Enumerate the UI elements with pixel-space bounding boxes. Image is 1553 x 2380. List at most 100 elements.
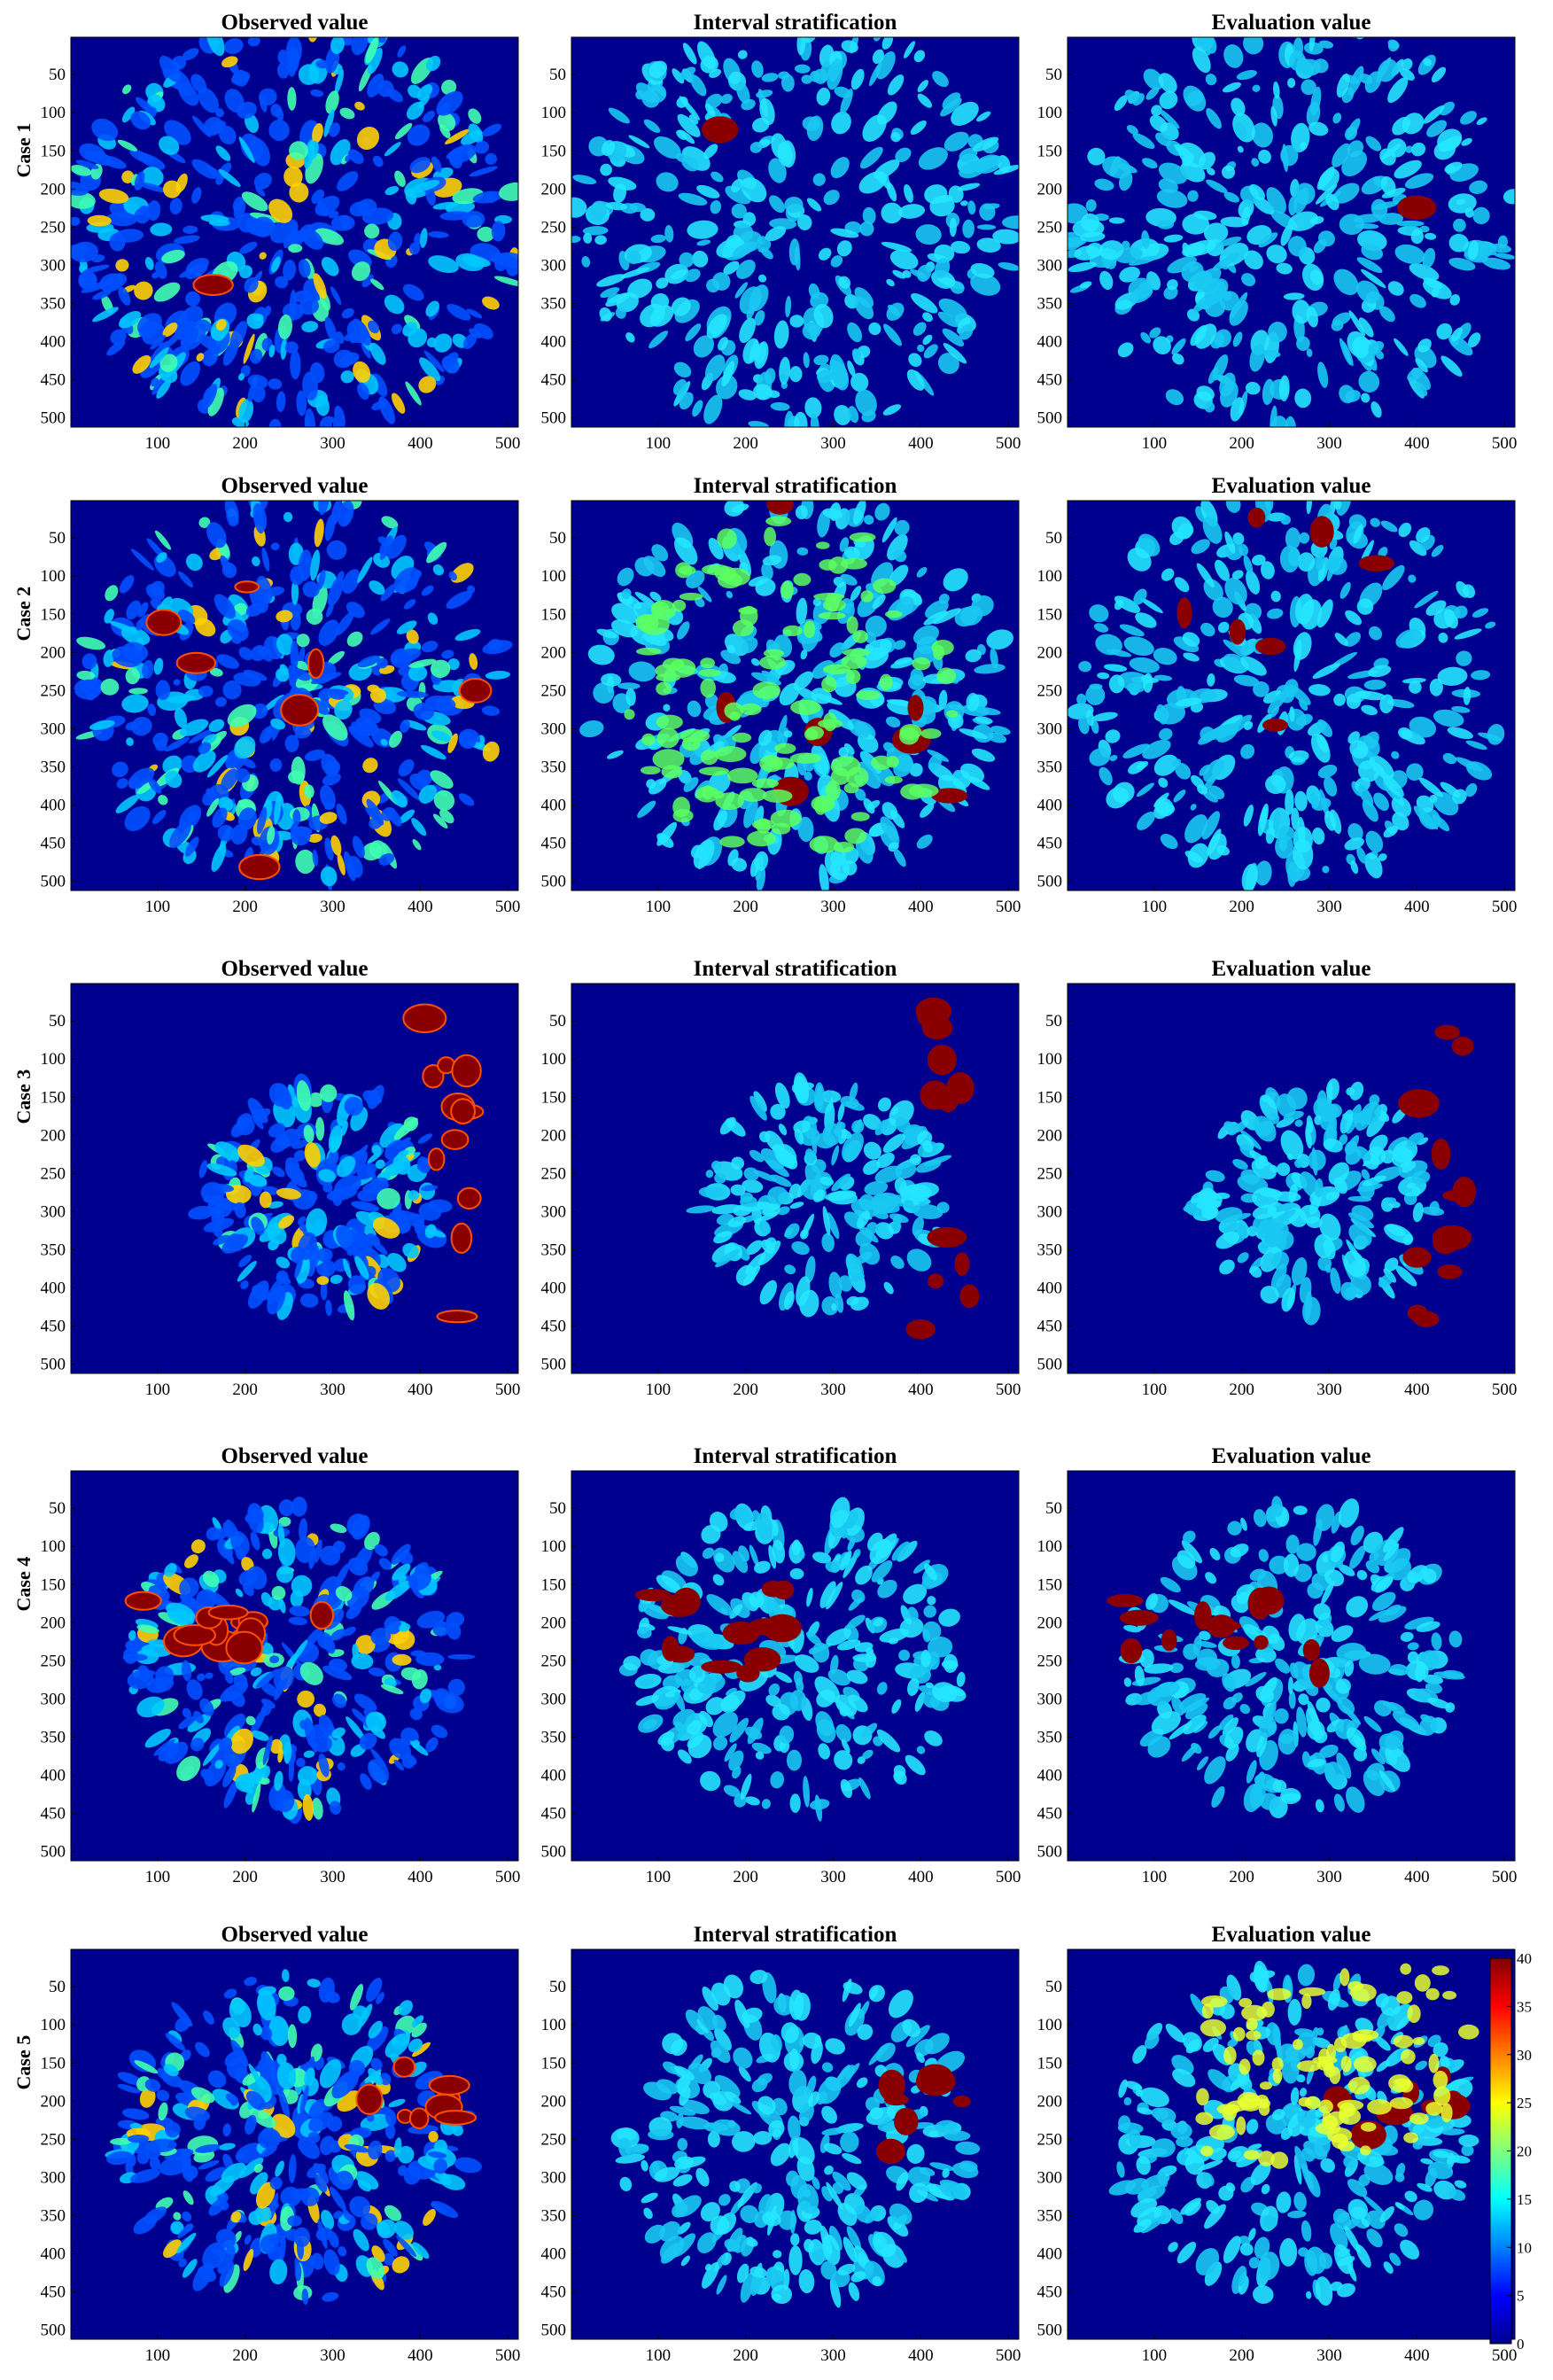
y-tick-label: 400 — [541, 333, 567, 352]
y-tick-label: 50 — [549, 66, 566, 84]
y-tick-label: 500 — [1037, 1356, 1063, 1374]
y-tick-label: 300 — [541, 719, 567, 738]
y-tick-label: 50 — [549, 1978, 566, 1996]
x-tick-label: 100 — [1142, 434, 1168, 453]
y-tick-label: 150 — [541, 1575, 567, 1594]
x-tick-label: 100 — [145, 434, 171, 453]
y-tick-label: 100 — [541, 2016, 567, 2034]
y-tick-label: 450 — [1037, 371, 1063, 390]
y-tick-label: 150 — [1037, 1088, 1063, 1107]
y-tick-label: 100 — [1037, 1050, 1063, 1069]
y-tick-label: 350 — [541, 1241, 567, 1260]
y-tick-label: 100 — [541, 1537, 567, 1556]
colorbar-tick-label: 10 — [1517, 2239, 1532, 2256]
x-tick-label: 200 — [1229, 1868, 1254, 1886]
panel-title: Evaluation value — [1212, 11, 1371, 35]
y-tick-label: 200 — [1037, 1614, 1063, 1632]
reflectivity-field — [571, 37, 1019, 427]
y-tick-label: 500 — [1037, 873, 1063, 891]
y-tick-label: 350 — [1037, 758, 1063, 777]
x-tick-label: 200 — [232, 898, 258, 916]
x-tick-label: 400 — [1404, 1381, 1430, 1399]
colorbar-tick-label: 5 — [1517, 2288, 1525, 2305]
y-tick-label: 50 — [1045, 1978, 1062, 1996]
x-tick-label: 200 — [1229, 434, 1254, 453]
y-tick-label: 350 — [41, 2207, 66, 2226]
y-tick-label: 350 — [1037, 2207, 1063, 2226]
x-tick-label: 300 — [1316, 1381, 1342, 1399]
colorbar-tick-label: 30 — [1517, 2047, 1532, 2064]
heatmap-background — [571, 984, 1019, 1373]
x-tick-label: 500 — [1492, 1868, 1518, 1886]
axes-frame — [571, 983, 1020, 1374]
y-tick-label: 50 — [549, 1499, 566, 1518]
row-label: Case 4 — [12, 1557, 35, 1612]
heatmap-panel: Evaluation value 50 100 150 200 250 300 350 400 4… — [1037, 957, 1518, 1399]
axes-frame — [70, 983, 519, 1374]
panel-title: Evaluation value — [1212, 474, 1371, 498]
y-tick-label: 450 — [541, 835, 567, 853]
axes-frame — [571, 1470, 1020, 1862]
axes-frame — [70, 1470, 519, 1862]
x-tick-label: 100 — [145, 1868, 171, 1886]
axes-frame — [1067, 36, 1516, 428]
x-tick-label: 500 — [996, 434, 1021, 453]
x-tick-label: 200 — [733, 2346, 758, 2365]
y-tick-label: 300 — [41, 256, 66, 275]
x-tick-label: 100 — [145, 898, 171, 916]
y-tick-label: 250 — [1037, 2130, 1063, 2149]
y-tick-label: 250 — [1037, 681, 1063, 700]
y-tick-label: 250 — [541, 218, 567, 237]
y-tick-label: 50 — [1045, 1499, 1062, 1518]
x-tick-label: 500 — [996, 898, 1021, 916]
y-tick-label: 350 — [541, 2207, 567, 2226]
x-tick-label: 200 — [733, 434, 758, 453]
axes-frame — [571, 36, 1020, 428]
x-tick-label: 200 — [232, 2346, 258, 2365]
x-tick-label: 300 — [320, 434, 346, 453]
y-tick-label: 50 — [49, 1012, 66, 1031]
y-tick-label: 300 — [41, 719, 66, 738]
x-tick-label: 400 — [408, 898, 433, 916]
x-tick-label: 100 — [145, 1381, 171, 1399]
axes-frame — [1067, 1948, 1516, 2340]
y-tick-label: 300 — [1037, 1202, 1063, 1221]
x-tick-label: 100 — [145, 2346, 171, 2365]
x-tick-label: 100 — [646, 1381, 672, 1399]
y-tick-label: 200 — [1037, 180, 1063, 198]
axes-frame — [70, 1948, 519, 2340]
x-tick-label: 100 — [1142, 1381, 1168, 1399]
y-tick-label: 200 — [1037, 2092, 1063, 2111]
x-tick-label: 100 — [646, 2346, 672, 2365]
x-tick-label: 200 — [1229, 1381, 1254, 1399]
y-tick-label: 100 — [1037, 104, 1063, 122]
y-tick-label: 300 — [41, 2168, 66, 2187]
y-tick-label: 400 — [41, 1279, 66, 1298]
panel-title: Interval stratification — [694, 1444, 897, 1468]
x-tick-label: 200 — [232, 434, 258, 453]
y-tick-label: 250 — [541, 1652, 567, 1670]
y-tick-label: 450 — [41, 2283, 66, 2302]
x-tick-label: 500 — [996, 1868, 1021, 1886]
x-tick-label: 500 — [1492, 1381, 1518, 1399]
reflectivity-field — [618, 1497, 967, 1822]
y-tick-label: 300 — [1037, 719, 1063, 738]
reflectivity-field — [122, 1497, 476, 1824]
y-tick-label: 500 — [541, 409, 567, 428]
row-label: Case 3 — [12, 1069, 35, 1124]
panel-title: Interval stratification — [694, 11, 897, 35]
reflectivity-field — [1183, 1024, 1477, 1327]
reflectivity-field — [1068, 501, 1505, 891]
x-tick-label: 400 — [908, 898, 934, 916]
y-tick-label: 300 — [541, 1202, 567, 1221]
y-tick-label: 400 — [1037, 1767, 1063, 1785]
heatmap-panel: Interval stratification 50 100 150 200 250 300… — [541, 474, 1021, 916]
y-tick-label: 300 — [41, 1690, 66, 1708]
y-tick-label: 450 — [1037, 1805, 1063, 1824]
x-tick-label: 300 — [1316, 898, 1342, 916]
reflectivity-field — [105, 1969, 482, 2305]
y-tick-label: 100 — [41, 1537, 66, 1556]
x-tick-label: 300 — [820, 1381, 846, 1399]
y-tick-label: 150 — [1037, 142, 1063, 160]
y-tick-label: 350 — [41, 758, 66, 777]
